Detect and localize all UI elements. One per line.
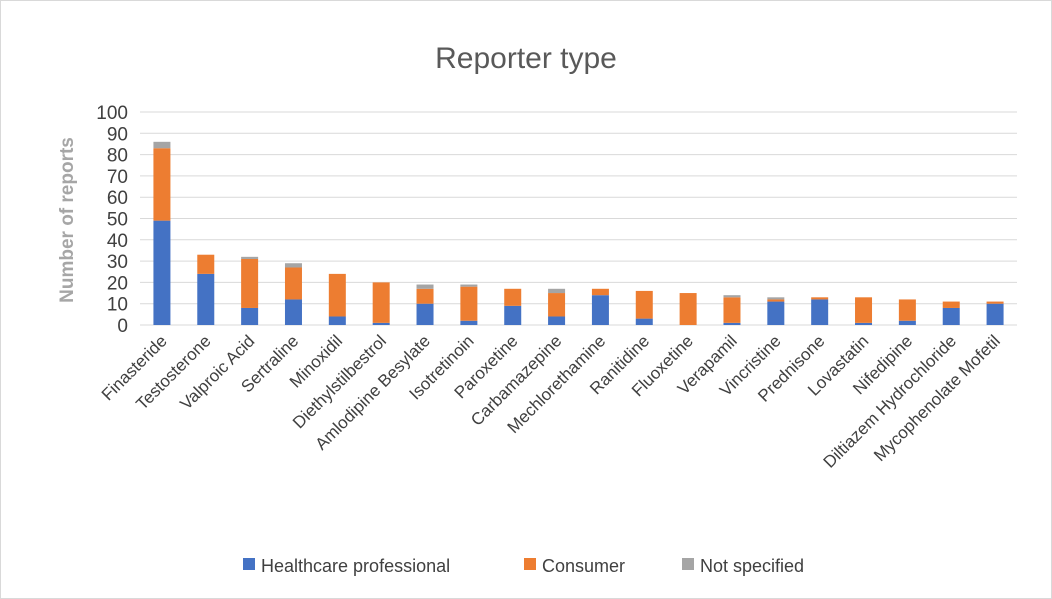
- bar-segment: [284, 267, 302, 300]
- bar-segment: [504, 305, 522, 325]
- y-tick-label: 30: [107, 252, 128, 273]
- bar-segment: [855, 322, 873, 325]
- bar-segment: [986, 301, 1004, 304]
- bar-segment: [591, 295, 609, 325]
- bar-segment: [723, 295, 741, 298]
- y-tick-label: 90: [107, 124, 128, 145]
- bar-segment: [372, 282, 390, 323]
- bar-segment: [284, 263, 302, 268]
- bar-segment: [153, 220, 171, 325]
- bar-segment: [328, 273, 346, 317]
- bar-segment: [591, 288, 609, 296]
- y-tick-label: 100: [96, 103, 128, 124]
- bars: [153, 141, 1004, 325]
- legend-label: Not specified: [700, 556, 804, 576]
- chart-title: Reporter type: [435, 42, 617, 75]
- bar-segment: [548, 316, 566, 325]
- legend-label: Consumer: [542, 556, 625, 576]
- legend-label: Healthcare professional: [261, 556, 450, 576]
- y-tick-label: 60: [107, 188, 128, 209]
- bar-segment: [416, 288, 434, 304]
- legend-swatch: [682, 558, 694, 570]
- bar-segment: [504, 288, 522, 306]
- y-tick-label: 20: [107, 273, 128, 294]
- bar-segment: [548, 293, 566, 317]
- legend-swatch: [243, 558, 255, 570]
- bar-segment: [153, 148, 171, 221]
- bar-segment: [898, 299, 916, 321]
- bar-segment: [723, 322, 741, 325]
- y-axis-label: Number of reports: [57, 137, 78, 303]
- y-tick-label: 70: [107, 167, 128, 188]
- bar-segment: [328, 316, 346, 325]
- y-tick-label: 80: [107, 146, 128, 167]
- bar-segment: [153, 141, 171, 149]
- y-tick-label: 0: [117, 316, 128, 337]
- legend-swatch: [524, 558, 536, 570]
- y-tick-label: 10: [107, 295, 128, 316]
- bar-segment: [898, 320, 916, 325]
- bar-segment: [942, 307, 960, 325]
- bar-segment: [548, 288, 566, 294]
- bar-segment: [767, 301, 785, 325]
- bar-segment: [635, 290, 653, 319]
- y-tick-label: 40: [107, 231, 128, 252]
- bar-segment: [416, 284, 434, 289]
- bar-segment: [767, 299, 785, 302]
- bar-segment: [986, 303, 1004, 325]
- bar-segment: [460, 284, 478, 287]
- bar-segment: [723, 297, 741, 323]
- bar-segment: [241, 258, 259, 308]
- bar-segment: [460, 286, 478, 321]
- bar-segment: [241, 256, 259, 259]
- bar-segment: [855, 297, 873, 323]
- bar-segment: [416, 303, 434, 325]
- legend: Healthcare professional Consumer Not speci…: [243, 556, 804, 576]
- bar-segment: [811, 297, 829, 300]
- bar-segment: [197, 273, 215, 325]
- bar-segment: [942, 301, 960, 308]
- bar-segment: [679, 293, 697, 325]
- bar-segment: [197, 254, 215, 274]
- bar-segment: [767, 297, 785, 300]
- bar-segment: [811, 299, 829, 325]
- y-tick-label: 50: [107, 210, 128, 231]
- bar-segment: [372, 322, 390, 325]
- bar-segment: [635, 318, 653, 325]
- bar-segment: [460, 320, 478, 325]
- bar-segment: [241, 307, 259, 325]
- bar-segment: [284, 299, 302, 325]
- gridlines: [140, 111, 1017, 326]
